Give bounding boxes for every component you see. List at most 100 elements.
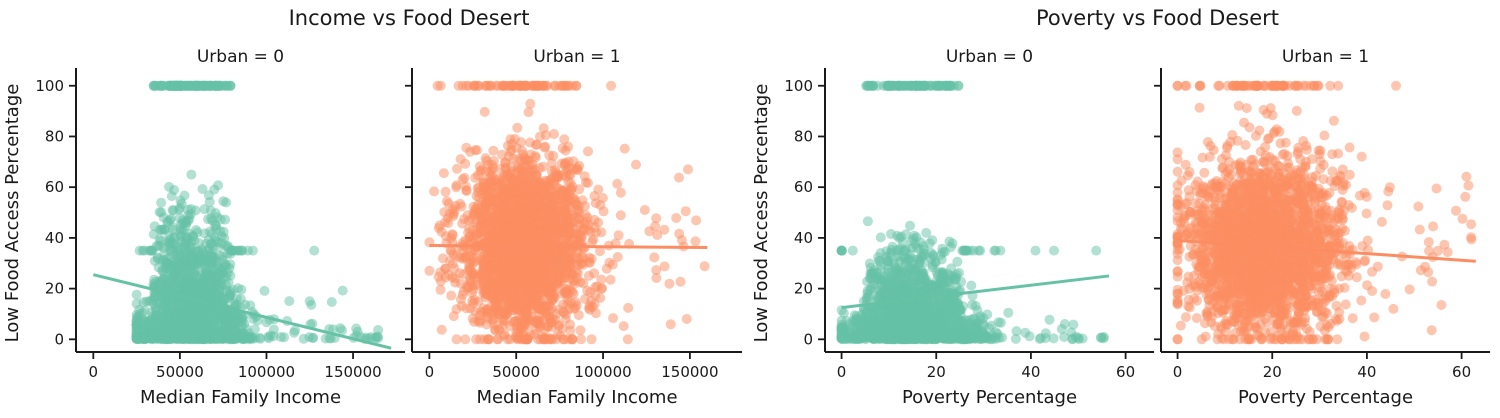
scatter-point — [180, 191, 190, 201]
scatter-point — [508, 182, 518, 192]
scatter-point — [456, 154, 466, 164]
scatter-point — [676, 277, 686, 287]
scatter-point — [448, 230, 458, 240]
scatter-point — [458, 290, 468, 300]
x-tick-label: 50000 — [156, 363, 204, 381]
scatter-point — [691, 236, 701, 246]
scatter-point — [616, 188, 626, 198]
scatter-point — [565, 320, 575, 330]
scatter-point — [623, 303, 633, 313]
scatter-point — [276, 332, 286, 342]
scatter-point — [209, 185, 219, 195]
scatter-point — [192, 320, 202, 330]
x-axis-label-1: Median Family Income — [140, 387, 341, 408]
scatter-point — [560, 160, 570, 170]
scatter-point — [619, 321, 629, 331]
scatter-point — [682, 314, 692, 324]
scatter-point — [575, 325, 585, 335]
scatter-point — [536, 305, 546, 315]
scatter-point — [483, 255, 493, 265]
scatter-point — [583, 178, 593, 188]
scatter-point — [863, 216, 873, 226]
x-tick-label: 100000 — [238, 363, 295, 381]
scatter-point — [527, 165, 537, 175]
panel-title-3: Urban = 0 — [946, 47, 1033, 67]
scatter-point — [156, 198, 166, 208]
scatter-point — [491, 303, 501, 313]
y-tick-label: 60 — [45, 178, 64, 196]
scatter-point — [529, 284, 539, 294]
scatter-point — [489, 319, 499, 329]
scatter-point — [525, 99, 535, 109]
y-tick-label: 20 — [45, 280, 64, 298]
scatter-point — [439, 207, 449, 217]
scatter-point — [541, 228, 551, 238]
scatter-point — [460, 334, 470, 344]
scatter-point — [535, 81, 545, 91]
scatter-point — [472, 145, 482, 155]
y-axis-label-1: Low Food Access Percentage — [2, 84, 23, 343]
scatter-point — [683, 164, 693, 174]
scatter-point — [464, 259, 474, 269]
scatter-point — [205, 197, 215, 207]
scatter-point — [458, 174, 468, 184]
scatter-point — [188, 277, 198, 287]
scatter-point — [179, 311, 189, 321]
scatter-point — [1091, 246, 1101, 256]
scatter-point — [467, 214, 477, 224]
scatter-point — [470, 173, 480, 183]
scatter-point — [493, 259, 503, 269]
scatter-point — [560, 287, 570, 297]
scatter-point — [203, 254, 213, 264]
scatter-point — [472, 191, 482, 201]
scatter-point — [521, 272, 531, 282]
scatter-point — [590, 291, 600, 301]
scatter-point — [206, 318, 216, 328]
y-tick-label: 80 — [45, 127, 64, 145]
scatter-point — [486, 81, 496, 91]
scatter-point — [532, 140, 542, 150]
x-tick-label: 150000 — [661, 363, 718, 381]
y-tick-label: 100 — [35, 77, 64, 95]
scatter-point — [506, 134, 516, 144]
scatter-point — [681, 206, 691, 216]
scatter-point — [172, 251, 182, 261]
scatter-point — [198, 306, 208, 316]
scatter-point — [299, 334, 309, 344]
scatter-point — [505, 169, 515, 179]
scatter-point — [598, 193, 608, 203]
scatter-point — [186, 170, 196, 180]
scatter-point — [560, 273, 570, 283]
scatter-point — [527, 223, 537, 233]
scatter-point — [545, 191, 555, 201]
scatter-point — [677, 235, 687, 245]
scatter-point — [700, 261, 710, 271]
scatter-point — [498, 235, 508, 245]
scatter-point — [548, 151, 558, 161]
scatter-point — [156, 207, 166, 217]
scatter-point — [649, 252, 659, 262]
x-axis-label-2: Median Family Income — [476, 387, 677, 408]
scatter-point — [524, 107, 534, 117]
scatter-point — [571, 267, 581, 277]
scatter-point — [147, 333, 157, 343]
scatter-point — [599, 206, 609, 216]
scatter-point — [452, 334, 462, 344]
scatter-point — [206, 214, 216, 224]
scatter-point — [452, 164, 462, 174]
scatter-point — [190, 236, 200, 246]
x-tick-label: 150000 — [324, 363, 381, 381]
scatter-point — [512, 143, 522, 153]
scatter-point — [445, 256, 455, 266]
scatter-point — [132, 290, 142, 300]
scatter-point — [563, 142, 573, 152]
scatter-point — [309, 246, 319, 256]
scatter-point — [439, 168, 449, 178]
scatter-point — [195, 81, 205, 91]
scatter-point — [338, 286, 348, 296]
scatter-point — [616, 210, 626, 220]
scatter-point — [327, 297, 337, 307]
